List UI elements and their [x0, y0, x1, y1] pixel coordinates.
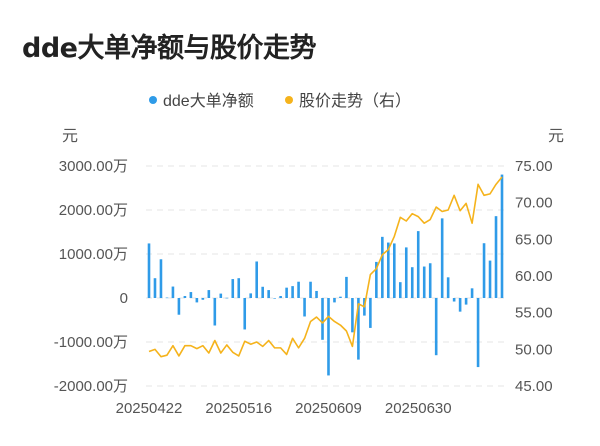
right-axis-unit: 元: [548, 128, 564, 145]
right-tick-label: 45.00: [515, 378, 553, 395]
bar: [147, 243, 151, 298]
right-tick-label: 70.00: [515, 195, 553, 212]
bar: [327, 298, 330, 376]
bar: [470, 288, 474, 298]
bar: [243, 298, 247, 330]
bar: [387, 242, 390, 298]
left-tick-label: 3000.00万: [59, 158, 128, 175]
bar: [213, 298, 217, 326]
legend: dde大单净额 股价走势（右）: [149, 92, 411, 110]
bar: [381, 236, 384, 298]
bar: [237, 278, 241, 298]
bar: [464, 298, 468, 305]
bar: [321, 298, 324, 340]
legend-line-label[interactable]: 股价走势（右）: [299, 92, 411, 110]
bar: [482, 243, 486, 298]
chart-title: dde大单净额与股价走势: [22, 33, 316, 64]
x-axis: 20250422 20250516 20250609 20250630: [116, 400, 452, 417]
bar: [207, 290, 211, 298]
bar: [159, 259, 163, 298]
right-tick-label: 60.00: [515, 268, 553, 285]
left-tick-label: 2000.00万: [59, 202, 128, 219]
bar: [393, 243, 396, 298]
bar: [440, 218, 444, 298]
bar: [458, 298, 462, 312]
right-tick-label: 75.00: [515, 158, 553, 175]
right-tick-label: 55.00: [515, 305, 553, 322]
left-tick-label: -1000.00万: [54, 334, 128, 351]
right-axis: 75.00 70.00 65.00 60.00 55.00 50.00 45.00: [515, 158, 553, 395]
bar: [345, 276, 348, 298]
bar: [369, 298, 372, 328]
bar: [357, 298, 360, 360]
x-tick-label: 20250422: [116, 400, 183, 417]
bar: [189, 292, 193, 298]
legend-bar-label[interactable]: dde大单净额: [163, 92, 254, 110]
bar: [422, 266, 426, 298]
bar: [255, 261, 258, 298]
left-axis: 3000.00万 2000.00万 1000.00万 0 -1000.00万 -2000.…: [54, 158, 128, 395]
bar: [416, 231, 420, 298]
bar: [171, 286, 175, 298]
bar: [267, 290, 270, 298]
bar: [476, 298, 480, 368]
gridlines: [146, 165, 505, 387]
bar: [446, 277, 450, 298]
bar: [279, 296, 282, 298]
right-tick-label: 65.00: [515, 231, 553, 248]
bar: [500, 174, 504, 298]
bar: [249, 293, 253, 298]
left-tick-label: 1000.00万: [59, 246, 128, 263]
bar: [165, 297, 169, 299]
bar: [434, 298, 438, 356]
bar: [177, 298, 181, 315]
bar: [375, 261, 378, 298]
bar: [488, 260, 492, 298]
bar: [261, 286, 264, 298]
x-tick-label: 20250630: [385, 400, 452, 417]
left-tick-label: -2000.00万: [54, 378, 128, 395]
bar: [494, 216, 498, 298]
bar: [297, 281, 300, 298]
x-tick-label: 20250516: [205, 400, 272, 417]
bar: [303, 298, 306, 317]
bar: [231, 279, 235, 298]
bar: [291, 286, 294, 298]
left-axis-unit: 元: [62, 128, 78, 145]
bar: [333, 298, 336, 303]
bar: [351, 298, 354, 333]
bar: [339, 296, 342, 298]
bar: [219, 293, 223, 298]
bar: [195, 298, 199, 303]
right-tick-label: 50.00: [515, 341, 553, 358]
bar: [273, 298, 276, 299]
bar: [428, 263, 432, 298]
legend-bar-marker: [149, 96, 157, 104]
bar: [398, 282, 402, 298]
price-line: [148, 176, 503, 358]
line-series: [148, 176, 503, 358]
bar: [309, 281, 312, 298]
legend-line-marker: [285, 96, 293, 104]
bar: [404, 247, 408, 298]
bar: [410, 267, 414, 298]
x-tick-label: 20250609: [295, 400, 362, 417]
bar: [183, 296, 187, 298]
bar: [452, 298, 456, 302]
left-tick-label: 0: [120, 290, 128, 307]
bar: [225, 297, 229, 299]
bar: [315, 290, 318, 298]
bar: [285, 287, 288, 298]
bar: [153, 278, 157, 298]
bar: [201, 298, 205, 300]
bar-series: [147, 174, 504, 376]
